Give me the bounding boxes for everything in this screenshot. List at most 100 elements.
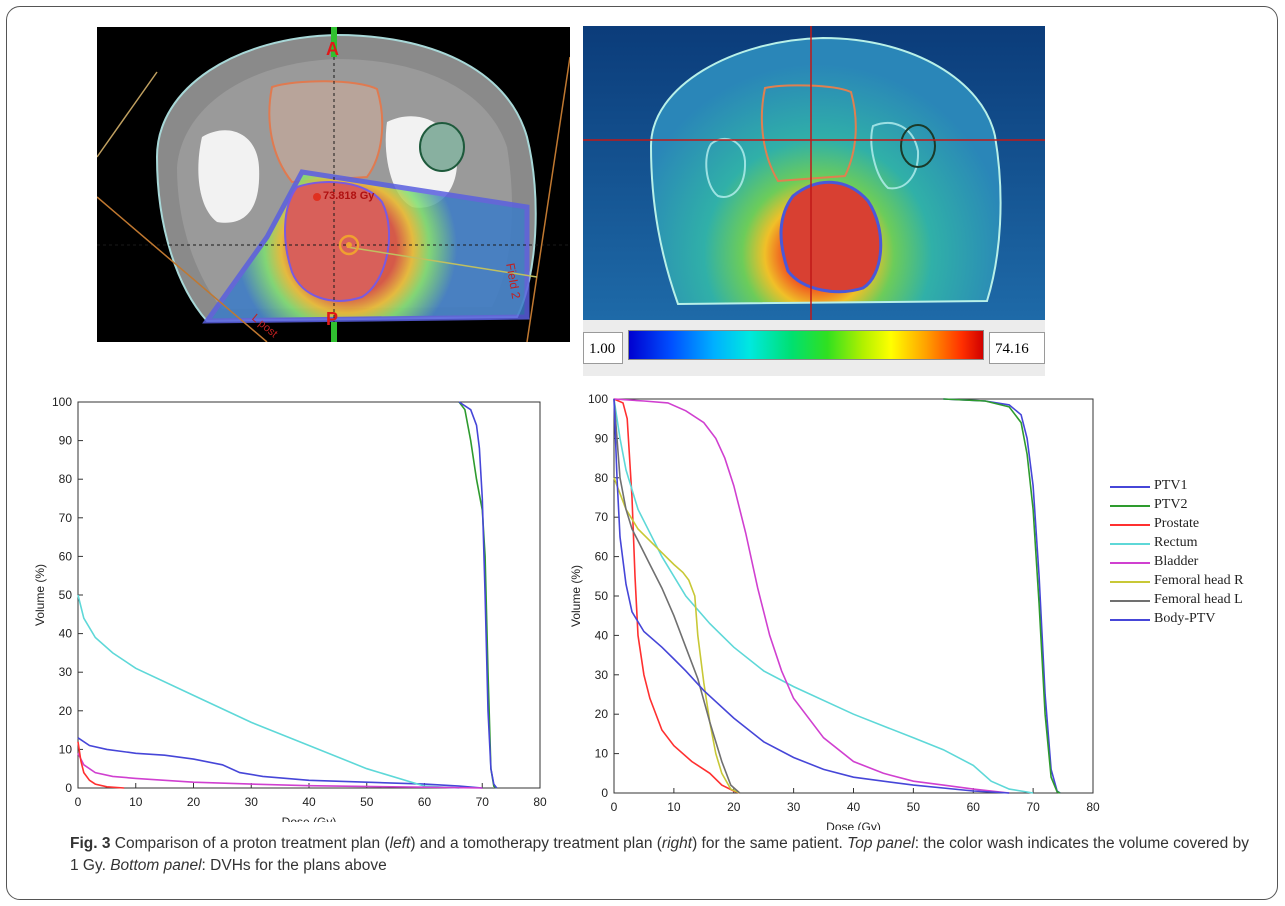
x-tick-label: 80 bbox=[1086, 800, 1100, 814]
y-tick-label: 0 bbox=[65, 781, 72, 795]
dose-colorbar: 1.00 74.16 bbox=[583, 320, 1045, 376]
dvh-chart-proton: 0 10 20 30 40 50 60 70 80 0 10 20 30 40 50 60 70 80 90 100 D… bbox=[33, 395, 547, 822]
legend-item: Femoral head L bbox=[1110, 592, 1270, 611]
dvh-curve-rectum bbox=[613, 398, 1034, 794]
y-tick-label: 90 bbox=[59, 434, 73, 448]
x-tick-label: 30 bbox=[787, 800, 801, 814]
label-anterior: A bbox=[326, 39, 339, 59]
x-tick-label: 20 bbox=[187, 795, 201, 809]
x-tick-label: 40 bbox=[302, 795, 316, 809]
x-tick-label: 50 bbox=[360, 795, 374, 809]
y-axis-label: Volume (%) bbox=[569, 565, 583, 627]
x-axis-label: Dose (Gy) bbox=[282, 815, 337, 822]
dvh-curve-series-5 bbox=[458, 401, 498, 789]
y-tick-label: 60 bbox=[595, 550, 609, 564]
y-tick-label: 10 bbox=[59, 742, 73, 756]
caption-part5: : DVHs for the plans above bbox=[201, 857, 387, 874]
caption-part2: ) and a tomotherapy treatment plan ( bbox=[410, 835, 662, 852]
caption-label: Fig. 3 bbox=[70, 835, 111, 852]
legend-item: Bladder bbox=[1110, 554, 1270, 573]
caption-left-word: left bbox=[389, 835, 411, 852]
legend-item: Body-PTV bbox=[1110, 611, 1270, 630]
proton-plan-ct bbox=[97, 27, 570, 342]
legend-item: Rectum bbox=[1110, 535, 1270, 554]
y-tick-label: 30 bbox=[595, 668, 609, 682]
x-tick-label: 70 bbox=[476, 795, 490, 809]
legend-label: Rectum bbox=[1154, 535, 1198, 550]
dvh-curve-body-ptv bbox=[613, 398, 1010, 794]
y-tick-label: 100 bbox=[52, 395, 72, 409]
y-tick-label: 90 bbox=[595, 431, 609, 445]
legend-label: PTV1 bbox=[1154, 478, 1188, 493]
dvh-curve-ptv1 bbox=[943, 398, 1061, 794]
y-tick-label: 80 bbox=[595, 471, 609, 485]
legend-swatch bbox=[1110, 543, 1150, 545]
caption-part1: Comparison of a proton treatment plan ( bbox=[110, 835, 390, 852]
y-tick-label: 20 bbox=[595, 707, 609, 721]
dvh-curve-series-3 bbox=[77, 741, 125, 789]
legend-swatch bbox=[1110, 600, 1150, 602]
figure-caption: Fig. 3 Comparison of a proton treatment … bbox=[70, 833, 1260, 877]
y-tick-label: 0 bbox=[601, 786, 608, 800]
legend-label: Femoral head R bbox=[1154, 573, 1244, 588]
caption-part4: : the color wash indicates the volume co… bbox=[70, 835, 1249, 874]
dose-point-label: 73.818 Gy bbox=[323, 190, 375, 202]
x-axis-label: Dose (Gy) bbox=[826, 820, 881, 830]
y-tick-label: 20 bbox=[59, 704, 73, 718]
caption-bottom-panel: Bottom panel bbox=[110, 857, 202, 874]
y-tick-label: 100 bbox=[588, 392, 608, 406]
y-tick-label: 50 bbox=[59, 588, 73, 602]
y-tick-label: 70 bbox=[59, 511, 73, 525]
legend-label: PTV2 bbox=[1154, 497, 1188, 512]
x-tick-label: 0 bbox=[75, 795, 82, 809]
tomotherapy-plan-wash bbox=[583, 26, 1045, 320]
legend-swatch bbox=[1110, 562, 1150, 564]
dvh-legend: PTV1 PTV2 Prostate Rectum Bladder Femoral hea… bbox=[1110, 478, 1270, 630]
legend-swatch bbox=[1110, 524, 1150, 526]
colorbar-min-value: 1.00 bbox=[583, 332, 623, 364]
y-axis-label: Volume (%) bbox=[33, 564, 47, 626]
x-tick-label: 10 bbox=[129, 795, 143, 809]
legend-item: Femoral head R bbox=[1110, 573, 1270, 592]
legend-label: Body-PTV bbox=[1154, 611, 1216, 626]
legend-swatch bbox=[1110, 581, 1150, 583]
x-tick-label: 30 bbox=[245, 795, 259, 809]
x-tick-label: 0 bbox=[611, 800, 618, 814]
figure-frame bbox=[6, 6, 1278, 900]
dvh-curve-bladder bbox=[613, 398, 1010, 794]
y-tick-label: 10 bbox=[595, 747, 609, 761]
dvh-curve-series-1 bbox=[77, 594, 460, 789]
dvh-chart-tomotherapy: 0 10 20 30 40 50 60 70 80 0 10 20 30 40 50 60 70 80 90 100 D… bbox=[569, 392, 1100, 830]
legend-swatch bbox=[1110, 619, 1150, 621]
colorbar-gradient bbox=[628, 330, 984, 360]
legend-label: Bladder bbox=[1154, 554, 1199, 569]
y-tick-label: 60 bbox=[59, 549, 73, 563]
dvh-curve-femoral-head-l bbox=[613, 398, 741, 794]
x-tick-label: 10 bbox=[667, 800, 681, 814]
y-tick-label: 40 bbox=[59, 627, 73, 641]
y-tick-label: 50 bbox=[595, 589, 609, 603]
x-tick-label: 40 bbox=[847, 800, 861, 814]
x-tick-label: 70 bbox=[1026, 800, 1040, 814]
legend-swatch bbox=[1110, 486, 1150, 488]
label-posterior: P bbox=[326, 309, 339, 329]
x-tick-label: 60 bbox=[418, 795, 432, 809]
y-tick-label: 30 bbox=[59, 665, 73, 679]
x-tick-label: 50 bbox=[907, 800, 921, 814]
dvh-curve-prostate bbox=[613, 398, 740, 794]
x-tick-label: 80 bbox=[533, 795, 547, 809]
y-tick-label: 80 bbox=[59, 472, 73, 486]
dvh-curve-ptv2 bbox=[943, 398, 1061, 794]
colorbar-max-value: 74.16 bbox=[989, 332, 1045, 364]
y-tick-label: 70 bbox=[595, 510, 609, 524]
plot-area bbox=[77, 401, 541, 789]
legend-item: PTV2 bbox=[1110, 497, 1270, 516]
legend-label: Prostate bbox=[1154, 516, 1200, 531]
dvh-curve-femoral-head-r bbox=[613, 477, 741, 794]
legend-label: Femoral head L bbox=[1154, 592, 1243, 607]
tomotherapy-plan-image bbox=[583, 26, 1045, 320]
legend-swatch bbox=[1110, 505, 1150, 507]
y-tick-label: 40 bbox=[595, 628, 609, 642]
x-tick-label: 20 bbox=[727, 800, 741, 814]
x-tick-label: 60 bbox=[967, 800, 981, 814]
